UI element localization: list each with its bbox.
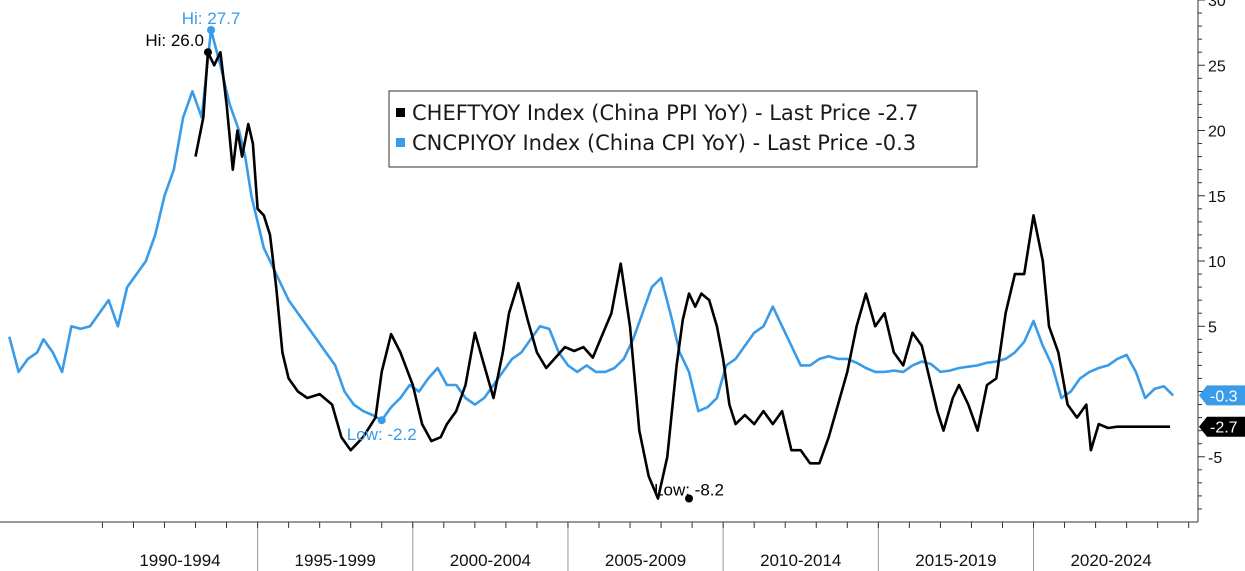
annotation-marker — [685, 494, 694, 503]
last-value-tag-label: -0.3 — [1210, 388, 1238, 405]
y-tick-label: 25 — [1208, 58, 1226, 75]
annotation-label: Low: -8.2 — [654, 481, 724, 500]
legend: CHEFTYOY Index (China PPI YoY) - Last Pr… — [388, 90, 978, 168]
x-period-label: 1990-1994 — [139, 551, 220, 570]
annotation-marker — [377, 416, 386, 425]
x-period-label: 2015-2019 — [915, 551, 996, 570]
last-value-tag-label: -2.7 — [1210, 420, 1238, 437]
legend-swatch-cpi — [396, 138, 405, 147]
last-value-tag-ppi: -2.7 — [1199, 416, 1245, 437]
legend-box — [388, 90, 978, 168]
annotation-marker — [207, 26, 216, 35]
legend-label-cpi: CNCPIYOY Index (China CPI YoY) - Last Pr… — [412, 131, 916, 155]
last-value-tag-bg — [1199, 416, 1245, 437]
last-value-tag-cpi: -0.3 — [1199, 385, 1245, 406]
legend-swatch-ppi — [396, 108, 405, 117]
last-value-tag-bg — [1199, 385, 1245, 406]
y-tick-label: 30 — [1208, 0, 1226, 10]
annotation-marker — [203, 48, 212, 57]
series-line-ppi — [194, 50, 1171, 500]
y-tick-label: 20 — [1208, 124, 1226, 141]
y-tick-label: 5 — [1208, 319, 1217, 336]
legend-label-ppi: CHEFTYOY Index (China PPI YoY) - Last Pr… — [412, 101, 919, 125]
y-tick-label: 15 — [1208, 189, 1226, 206]
annotation-label: Low: -2.2 — [347, 425, 417, 444]
annotation-label: Hi: 27.7 — [182, 9, 241, 28]
y-tick-label: -5 — [1208, 450, 1222, 467]
annotation-label: Hi: 26.0 — [145, 31, 204, 50]
x-period-label: 2020-2024 — [1070, 551, 1151, 570]
x-period-label: 2000-2004 — [450, 551, 531, 570]
series-layer: -2.7 -0.3 — [8, 28, 1245, 500]
y-tick-label: 10 — [1208, 254, 1226, 271]
x-period-label: 2010-2014 — [760, 551, 841, 570]
annotations: Hi: 26.0 Hi: 27.7 Low: -2.2 Low: -8.2 — [145, 9, 724, 503]
x-period-label: 1995-1999 — [295, 551, 376, 570]
x-period-label: 2005-2009 — [605, 551, 686, 570]
